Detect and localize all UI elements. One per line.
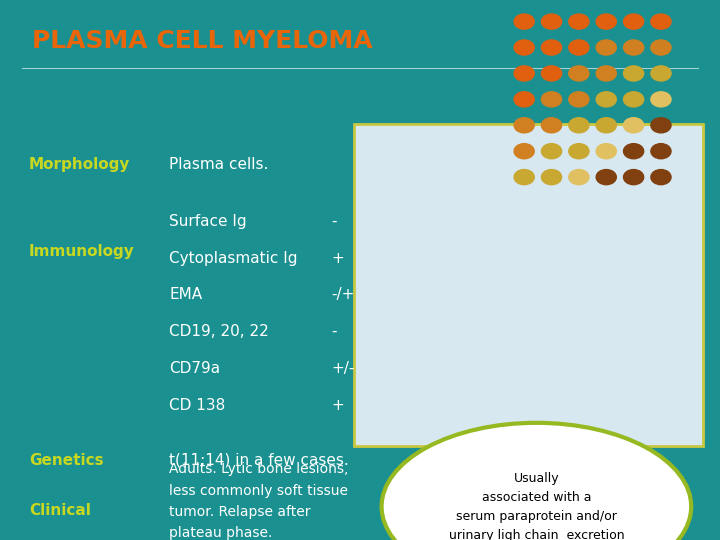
Circle shape — [596, 40, 616, 55]
Circle shape — [514, 118, 534, 133]
Circle shape — [596, 92, 616, 107]
Circle shape — [651, 40, 671, 55]
Circle shape — [541, 40, 562, 55]
Circle shape — [541, 170, 562, 185]
Text: EMA: EMA — [169, 287, 202, 302]
Circle shape — [651, 66, 671, 81]
Text: -/+: -/+ — [331, 287, 354, 302]
Circle shape — [569, 92, 589, 107]
Circle shape — [596, 144, 616, 159]
Circle shape — [651, 144, 671, 159]
Circle shape — [514, 40, 534, 55]
Circle shape — [624, 144, 644, 159]
Text: -: - — [331, 214, 337, 229]
Text: +: + — [331, 397, 344, 413]
Circle shape — [569, 144, 589, 159]
Circle shape — [624, 118, 644, 133]
Text: Cytoplasmatic Ig: Cytoplasmatic Ig — [169, 251, 297, 266]
Circle shape — [569, 40, 589, 55]
Text: CD19, 20, 22: CD19, 20, 22 — [169, 324, 269, 339]
Text: Usually
associated with a
serum paraprotein and/or
urinary ligh chain  excretion: Usually associated with a serum paraprot… — [449, 471, 624, 540]
Circle shape — [514, 92, 534, 107]
Circle shape — [624, 14, 644, 29]
Circle shape — [651, 170, 671, 185]
Circle shape — [651, 118, 671, 133]
Circle shape — [624, 92, 644, 107]
Circle shape — [541, 66, 562, 81]
Text: Clinical: Clinical — [29, 503, 91, 518]
Text: +: + — [331, 251, 344, 266]
Circle shape — [569, 170, 589, 185]
Text: t(11;14) in a few cases.: t(11;14) in a few cases. — [169, 453, 349, 468]
Circle shape — [624, 40, 644, 55]
Text: -: - — [331, 324, 337, 339]
Text: Plasma cells.: Plasma cells. — [169, 157, 269, 172]
Circle shape — [514, 14, 534, 29]
FancyBboxPatch shape — [354, 124, 703, 446]
Circle shape — [569, 66, 589, 81]
Circle shape — [569, 14, 589, 29]
Circle shape — [541, 14, 562, 29]
Circle shape — [596, 14, 616, 29]
Text: CD 138: CD 138 — [169, 397, 225, 413]
Circle shape — [569, 118, 589, 133]
Circle shape — [514, 170, 534, 185]
Circle shape — [514, 144, 534, 159]
Circle shape — [624, 66, 644, 81]
Circle shape — [541, 118, 562, 133]
Circle shape — [651, 92, 671, 107]
Ellipse shape — [382, 423, 691, 540]
Circle shape — [596, 118, 616, 133]
Text: Genetics: Genetics — [29, 453, 104, 468]
Text: Surface Ig: Surface Ig — [169, 214, 247, 229]
Circle shape — [596, 66, 616, 81]
Text: Adults. Lytic bone lesions,
less commonly soft tissue
tumor. Relapse after
plate: Adults. Lytic bone lesions, less commonl… — [169, 462, 348, 540]
Circle shape — [514, 66, 534, 81]
Circle shape — [596, 170, 616, 185]
Circle shape — [624, 170, 644, 185]
Circle shape — [541, 92, 562, 107]
Text: PLASMA CELL MYELOMA: PLASMA CELL MYELOMA — [32, 29, 373, 52]
Text: +/-: +/- — [331, 361, 354, 376]
Circle shape — [541, 144, 562, 159]
Text: Morphology: Morphology — [29, 157, 130, 172]
Circle shape — [651, 14, 671, 29]
Text: Immunology: Immunology — [29, 244, 135, 259]
Text: CD79a: CD79a — [169, 361, 220, 376]
